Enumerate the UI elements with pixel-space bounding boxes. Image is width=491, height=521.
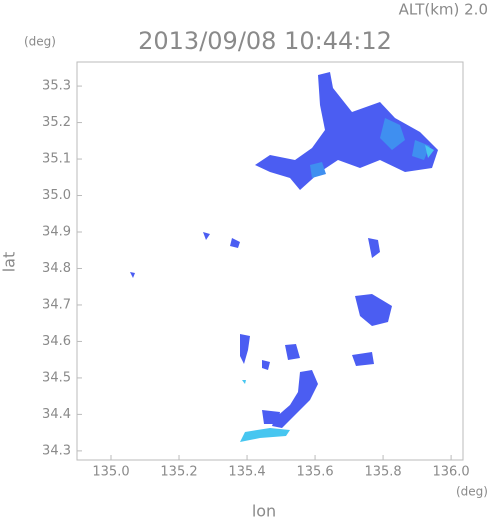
y-tick-label: 34.7: [42, 297, 71, 312]
radar-echo: [130, 72, 438, 442]
y-tick-label: 34.5: [42, 370, 71, 385]
y-tick-label: 35.1: [42, 152, 71, 167]
x-axis-label: lon: [252, 502, 276, 521]
y-axis-label: lat: [0, 252, 19, 273]
y-tick-label: 34.9: [42, 224, 71, 239]
x-tick-label: 135.4: [228, 465, 265, 480]
y-tick-label: 34.8: [42, 261, 71, 276]
x-tick-label: 135.6: [296, 465, 333, 480]
y-tick-label: 35.3: [42, 79, 71, 94]
chart-title: 2013/09/08 10:44:12: [138, 27, 392, 55]
y-tick-label: 35.2: [42, 115, 71, 130]
x-unit: (deg): [456, 485, 488, 499]
x-tick-label: 135.0: [92, 465, 129, 480]
x-tick-label: 136.0: [432, 465, 469, 480]
plot-frame: [76, 61, 464, 461]
x-tick-label: 135.2: [160, 465, 197, 480]
y-tick-label: 34.4: [42, 407, 71, 422]
y-tick-label: 35.0: [42, 188, 71, 203]
x-tick-label: 135.8: [364, 465, 401, 480]
y-tick-label: 34.6: [42, 334, 71, 349]
y-tick-label: 34.3: [42, 443, 71, 458]
y-unit: (deg): [24, 35, 56, 49]
chart-subtitle: ALT(km) 2.0: [399, 1, 488, 19]
